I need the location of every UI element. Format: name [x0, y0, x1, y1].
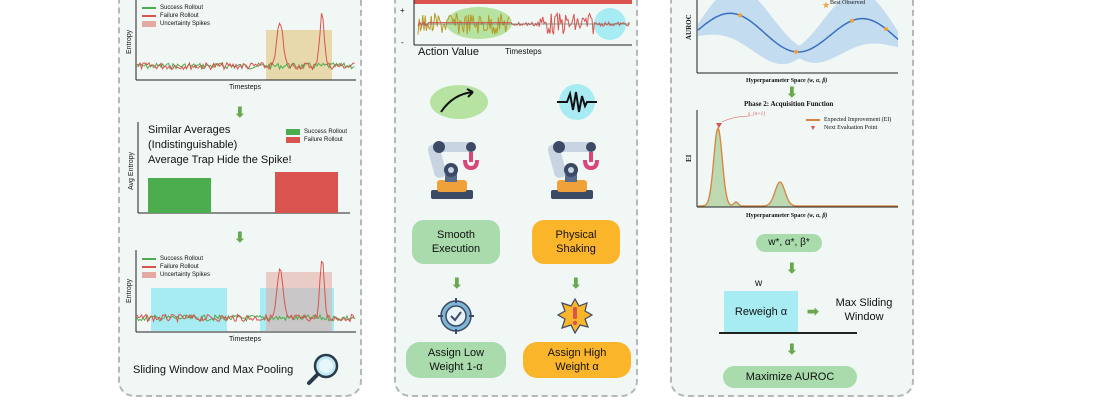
avg-title-line-3: Average Trap Hide the Spike! — [148, 154, 292, 166]
robot-arm-icon-left — [425, 138, 489, 205]
success-rollout-line — [136, 61, 355, 71]
action-value-plot-svg — [413, 0, 632, 46]
smooth-signal — [417, 12, 510, 35]
shaking-signal — [417, 11, 630, 35]
down-arrow-4: ⬇ — [786, 260, 798, 276]
entropy-chart-top — [128, 0, 358, 95]
failure-rollout-line-2 — [136, 260, 355, 324]
physical-shaking-label: Physical Shaking — [532, 220, 620, 264]
action-value-plot — [400, 0, 634, 52]
down-arrow-2: ⬇ — [234, 229, 246, 245]
avg-title-line-1: Similar Averages — [148, 124, 231, 136]
avg-chart-legend: Success Rollout Failure Rollout — [286, 128, 347, 144]
plot-plus: + — [400, 6, 405, 15]
down-arrow-5: ⬇ — [786, 341, 798, 357]
auroc-xlabel: Hyperparameter Space (w, α, β) — [746, 78, 827, 84]
entropy-chart-bottom-svg — [135, 250, 356, 333]
acquisition-xlabel: Hyperparameter Space (w, α, β) — [746, 213, 827, 219]
plot-xlabel: Timesteps — [505, 47, 542, 56]
avg-title-line-2: (Indistinguishable) — [148, 139, 238, 151]
down-arrow-3: ⬇ — [786, 84, 798, 100]
best-star-icon: ★ — [822, 0, 830, 10]
target-icon — [438, 298, 474, 339]
warning-burst-icon — [556, 297, 594, 339]
observed-point-2 — [794, 49, 798, 54]
w-label: w — [755, 278, 763, 289]
avg-entropy-chart — [128, 122, 358, 217]
avg-legend-success: Success Rollout — [304, 129, 348, 135]
acquisition-chart — [676, 110, 908, 212]
uncertainty-spike-region — [266, 30, 332, 80]
legend-failure-2: Failure Rollout — [160, 264, 199, 270]
down-arrow-right: ⬇ — [570, 275, 582, 291]
chart-top-legend: Success Rollout Failure Rollout Uncertai… — [142, 4, 210, 28]
surrogate-mean-line — [697, 12, 899, 53]
auroc-xlabel-params: (w, α, β) — [807, 78, 828, 84]
entropy-chart-bottom — [128, 250, 358, 335]
high-weight-label: Assign High Weight α — [523, 342, 631, 378]
auroc-legend: Best Observed — [830, 0, 866, 6]
ei-annotation: x_{n+1} — [748, 112, 766, 117]
chart-bottom-legend: Success Rollout Failure Rollout Uncertai… — [142, 255, 210, 279]
auroc-ylabel: AUROC — [685, 14, 693, 40]
smooth-execution-label: Smooth Execution — [412, 220, 500, 264]
trend-arrow-icon — [429, 84, 489, 125]
window-baseline — [719, 332, 857, 334]
next-point-legend: Next Evaluation Point — [824, 125, 878, 131]
chart-bottom-ylabel: Entropy — [126, 278, 133, 303]
sliding-window-1 — [151, 288, 227, 331]
acquisition-ylabel: EI — [685, 154, 693, 162]
plot-minus: - — [401, 38, 404, 47]
auroc-xlabel-text: Hyperparameter Space — [746, 78, 806, 84]
failure-rollout-line — [136, 13, 355, 71]
next-eval-marker — [716, 123, 722, 128]
acquisition-chart-svg — [696, 110, 898, 208]
auroc-chart-svg: ★ — [696, 0, 899, 74]
pooling-caption: Sliding Window and Max Pooling — [133, 364, 294, 376]
observed-points — [738, 13, 888, 54]
ei-filled-area — [698, 128, 898, 207]
bar-failure — [275, 172, 338, 213]
plot-ylabel: Action Value — [418, 46, 479, 58]
chart-top-ylabel: Entropy — [126, 29, 133, 54]
max-window-text: Max Sliding Window — [835, 297, 893, 323]
ei-legend: Expected Improvement (EI) — [824, 117, 892, 123]
legend-spikes-2: Uncertainty Spikes — [160, 272, 211, 278]
bar-success — [148, 178, 211, 213]
acquisition-title: Phase 2: Acquisition Function — [744, 100, 834, 108]
observed-point-3 — [850, 18, 854, 23]
chart-bottom-xlabel: Timesteps — [229, 336, 262, 343]
success-rollout-line-2 — [136, 313, 355, 322]
chart-top-xlabel: Timesteps — [229, 84, 262, 91]
optimal-params-badge: w*, α*, β* — [756, 234, 822, 252]
down-arrow-left: ⬇ — [451, 275, 463, 291]
acq-xlabel-params: (w, α, β) — [807, 213, 828, 219]
entropy-chart-top-svg — [135, 0, 356, 81]
robot-arm-icon-right — [545, 138, 609, 205]
legend-success: Success Rollout — [160, 5, 204, 11]
legend-spikes: Uncertainty Spikes — [160, 21, 211, 27]
low-weight-label: Assign Low Weight 1-α — [406, 342, 506, 378]
observed-point-4 — [884, 27, 888, 31]
uncertainty-spike-region-2 — [266, 272, 332, 331]
avg-chart-title: Similar Averages (Indistinguishable) Ave… — [148, 123, 292, 168]
legend-success-2: Success Rollout — [160, 256, 204, 262]
magnifier-icon — [306, 352, 340, 391]
max-window-label: Max Sliding Window — [832, 296, 896, 324]
avg-entropy-chart-svg — [137, 122, 350, 214]
avg-chart-ylabel: Avg Entropy — [128, 151, 135, 190]
auroc-surrogate-chart: ★ — [676, 0, 908, 80]
reweigh-box: Reweigh α — [724, 291, 798, 332]
confidence-band — [698, 0, 898, 65]
ei-curve — [698, 126, 898, 207]
avg-legend-failure: Failure Rollout — [304, 137, 343, 143]
acq-xlabel-text: Hyperparameter Space — [746, 213, 806, 219]
acquisition-legend: Expected Improvement (EI) ▼ Next Evaluati… — [806, 116, 891, 132]
observed-point-1 — [738, 13, 742, 18]
legend-failure: Failure Rollout — [160, 13, 199, 19]
vibration-icon — [553, 84, 601, 129]
maximize-auroc-label: Maximize AUROC — [723, 366, 857, 388]
right-arrow: ➡ — [807, 303, 819, 319]
down-arrow-1: ⬇ — [234, 104, 246, 120]
